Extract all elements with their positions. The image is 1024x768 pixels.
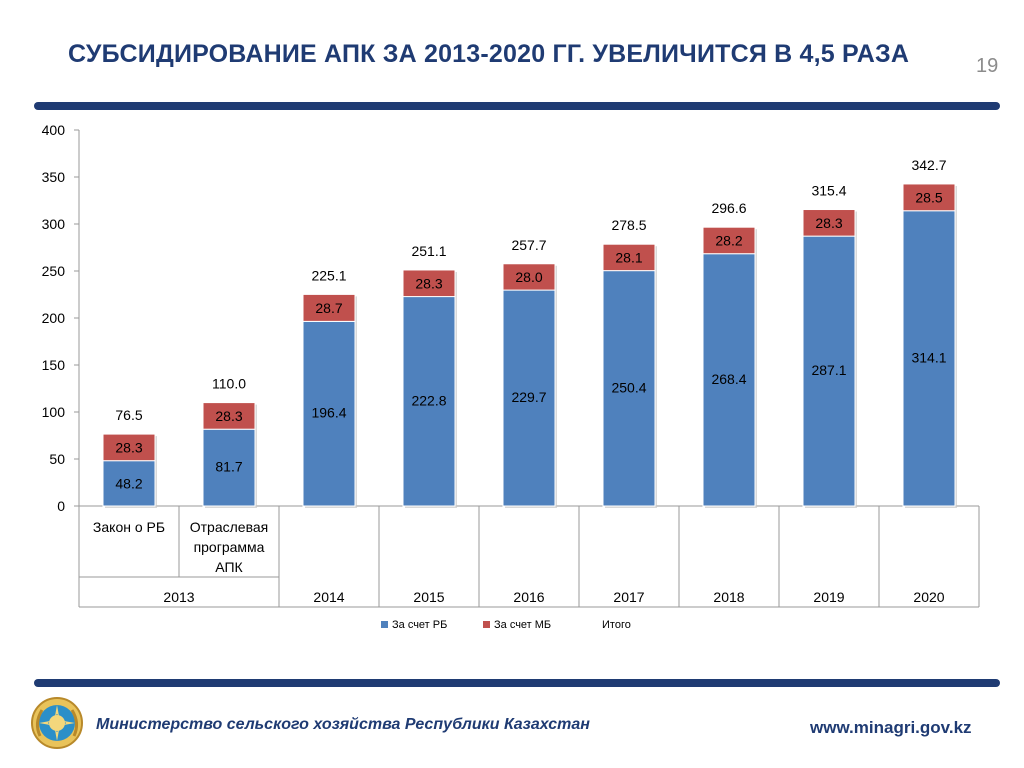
y-tick-label: 400 bbox=[42, 122, 66, 138]
data-label-mb: 28.1 bbox=[615, 249, 642, 265]
data-label-total: 296.6 bbox=[711, 200, 746, 216]
kazakhstan-emblem-icon bbox=[31, 697, 83, 749]
bar-segment-rb bbox=[202, 428, 256, 507]
x-group-label: 2017 bbox=[613, 589, 644, 605]
bar-segment-mb bbox=[902, 183, 956, 212]
y-tick-label: 150 bbox=[42, 357, 66, 373]
bar-segment-mb bbox=[802, 209, 856, 237]
y-tick-label: 300 bbox=[42, 216, 66, 232]
data-label-rb: 229.7 bbox=[511, 389, 546, 405]
data-label-mb: 28.7 bbox=[315, 300, 342, 316]
legend-label-mb: За счет МБ bbox=[494, 619, 551, 631]
legend-label-rb: За счет РБ bbox=[392, 619, 447, 631]
legend-swatch-mb bbox=[483, 621, 490, 628]
x-group-label: 2016 bbox=[513, 589, 544, 605]
bar-segment-rb bbox=[902, 210, 956, 507]
data-label-total: 278.5 bbox=[611, 217, 646, 233]
page-title: СУБСИДИРОВАНИЕ АПК ЗА 2013-2020 ГГ. УВЕЛ… bbox=[68, 40, 910, 68]
data-label-rb: 81.7 bbox=[215, 459, 242, 475]
y-tick-label: 250 bbox=[42, 263, 66, 279]
bar-segment-rb bbox=[502, 289, 556, 507]
data-label-mb: 28.3 bbox=[415, 275, 442, 291]
y-tick-label: 100 bbox=[42, 404, 66, 420]
bar-segment-rb bbox=[102, 460, 156, 507]
data-label-rb: 222.8 bbox=[411, 392, 446, 408]
x-group-label: 2013 bbox=[163, 589, 194, 605]
data-label-total: 257.7 bbox=[511, 237, 546, 253]
data-label-mb: 28.2 bbox=[715, 232, 742, 248]
data-label-mb: 28.3 bbox=[115, 439, 142, 455]
data-label-total: 251.1 bbox=[411, 243, 446, 259]
data-label-rb: 196.4 bbox=[311, 405, 346, 421]
x-category-label: Закон о РБ bbox=[93, 519, 165, 535]
bar-segment-rb bbox=[602, 270, 656, 507]
data-label-rb: 268.4 bbox=[711, 371, 746, 387]
bar-segment-mb bbox=[302, 293, 356, 322]
stacked-bar-chart: 0 50 100 150 200 250 300 350 400 Закон о РБ Отрасл… bbox=[42, 122, 980, 631]
data-label-total: 342.7 bbox=[911, 157, 946, 173]
bar-segment-rb bbox=[702, 253, 756, 507]
page-number: 19 bbox=[976, 55, 999, 77]
bar-segment-mb bbox=[102, 433, 156, 462]
data-label-rb: 287.1 bbox=[811, 362, 846, 378]
y-tick-label: 350 bbox=[42, 169, 66, 185]
y-tick-label: 200 bbox=[42, 310, 66, 326]
bar-segment-mb bbox=[702, 226, 756, 255]
x-group-label: 2014 bbox=[313, 589, 344, 605]
bar-segment-rb bbox=[802, 235, 856, 507]
data-label-total: 76.5 bbox=[115, 407, 142, 423]
y-tick-label: 0 bbox=[57, 498, 65, 514]
data-label-mb: 28.3 bbox=[215, 408, 242, 424]
data-label-rb: 250.4 bbox=[611, 379, 646, 395]
legend-swatch-rb bbox=[381, 621, 388, 628]
ministry-name: Министерство сельского хозяйства Республ… bbox=[96, 716, 590, 733]
data-label-mb: 28.3 bbox=[815, 215, 842, 231]
x-group-label: 2018 bbox=[713, 589, 744, 605]
x-group-label: 2020 bbox=[913, 589, 944, 605]
data-label-mb: 28.5 bbox=[915, 189, 942, 205]
bar-segment-rb bbox=[302, 320, 356, 507]
x-group-label: 2019 bbox=[813, 589, 844, 605]
x-group-label: 2015 bbox=[413, 589, 444, 605]
bottom-divider bbox=[34, 679, 1000, 687]
data-label-total: 315.4 bbox=[811, 183, 846, 199]
data-label-total: 225.1 bbox=[311, 267, 346, 283]
legend-label-total: Итого bbox=[602, 619, 631, 631]
data-label-rb: 314.1 bbox=[911, 349, 946, 365]
y-tick-label: 50 bbox=[49, 451, 65, 467]
bar-segment-mb bbox=[602, 243, 656, 272]
website-link[interactable]: www.minagri.gov.kz bbox=[810, 718, 972, 737]
bar-segment-mb bbox=[202, 402, 256, 430]
x-category-label: Отраслевая программа АПК bbox=[190, 519, 268, 575]
data-label-total: 110.0 bbox=[212, 376, 246, 392]
data-label-rb: 48.2 bbox=[115, 475, 142, 491]
bar-segment-mb bbox=[502, 263, 556, 291]
top-divider bbox=[34, 102, 1000, 110]
data-label-mb: 28.0 bbox=[515, 269, 542, 285]
bar-segment-mb bbox=[402, 269, 456, 298]
bar-segment-rb bbox=[402, 296, 456, 507]
